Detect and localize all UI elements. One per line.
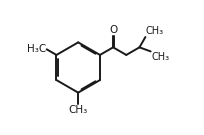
Text: CH₃: CH₃ bbox=[151, 52, 169, 62]
Text: O: O bbox=[109, 25, 117, 35]
Text: CH₃: CH₃ bbox=[146, 26, 164, 36]
Text: H₃C: H₃C bbox=[27, 44, 46, 54]
Text: CH₃: CH₃ bbox=[69, 105, 88, 115]
